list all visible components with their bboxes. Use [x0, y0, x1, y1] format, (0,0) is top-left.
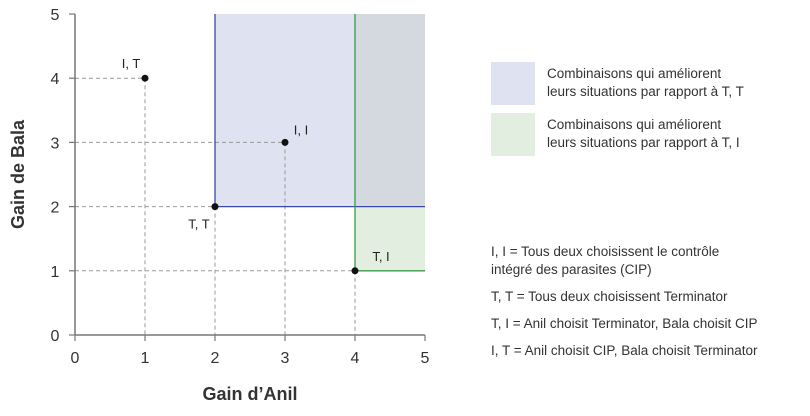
- key-item-ii: I, I = Tous deux choisissent le contrôle…: [491, 244, 720, 277]
- x-tick-label-4: 4: [351, 350, 360, 367]
- region-overlap: [355, 14, 425, 207]
- x-tick-label-5: 5: [421, 350, 430, 367]
- x-tick-label-3: 3: [281, 350, 290, 367]
- legend-label-ti-line2: leurs situations par rapport à T, I: [547, 135, 740, 150]
- key-item-ti: T, I = Anil choisit Terminator, Bala cho…: [491, 316, 758, 331]
- y-tick-label-1: 1: [51, 264, 60, 281]
- x-tick-label-1: 1: [141, 350, 150, 367]
- chart-plot: 0 1 2 3 4 5 0 1 2 3 4 5 Gain d’Anil Gain de Bala I, T I…: [8, 7, 430, 404]
- point-0: [141, 74, 149, 82]
- point-2: [211, 203, 219, 211]
- legend-label-tt-line1: Combinaisons qui améliorent: [547, 66, 722, 81]
- point-label-2: T, T: [188, 217, 209, 232]
- abbreviation-key: I, I = Tous deux choisissent le contrôle…: [491, 243, 806, 369]
- legend-swatch-tt: [491, 62, 535, 105]
- point-1: [281, 138, 289, 146]
- x-axis-title: Gain d’Anil: [202, 384, 297, 404]
- point-label-3: T, I: [372, 249, 389, 264]
- key-item-tt: T, T = Tous deux choisissent Terminator: [491, 289, 728, 304]
- y-tick-label-2: 2: [51, 200, 60, 217]
- point-label-1: I, I: [294, 122, 308, 137]
- key-item-it: I, T = Anil choisit CIP, Bala choisit Te…: [491, 343, 758, 358]
- y-tick-label-0: 0: [51, 328, 60, 345]
- y-tick-label-3: 3: [51, 135, 60, 152]
- legend-swatch-ti: [491, 113, 535, 156]
- y-tick-label-5: 5: [51, 7, 60, 24]
- x-tick-label-2: 2: [211, 350, 220, 367]
- y-axis-title: Gain de Bala: [8, 119, 28, 229]
- legend-label-tt-line2: leurs situations par rapport à T, T: [547, 84, 744, 99]
- legend-item-tt: Combinaisons qui améliorent leurs situat…: [491, 62, 801, 105]
- point-label-0: I, T: [122, 56, 141, 71]
- legend-label-ti-line1: Combinaisons qui améliorent: [547, 117, 722, 132]
- x-tick-label-0: 0: [71, 350, 80, 367]
- legend: Combinaisons qui améliorent leurs situat…: [491, 62, 801, 164]
- point-3: [351, 267, 359, 275]
- y-tick-label-4: 4: [51, 71, 60, 88]
- legend-item-ti: Combinaisons qui améliorent leurs situat…: [491, 113, 801, 156]
